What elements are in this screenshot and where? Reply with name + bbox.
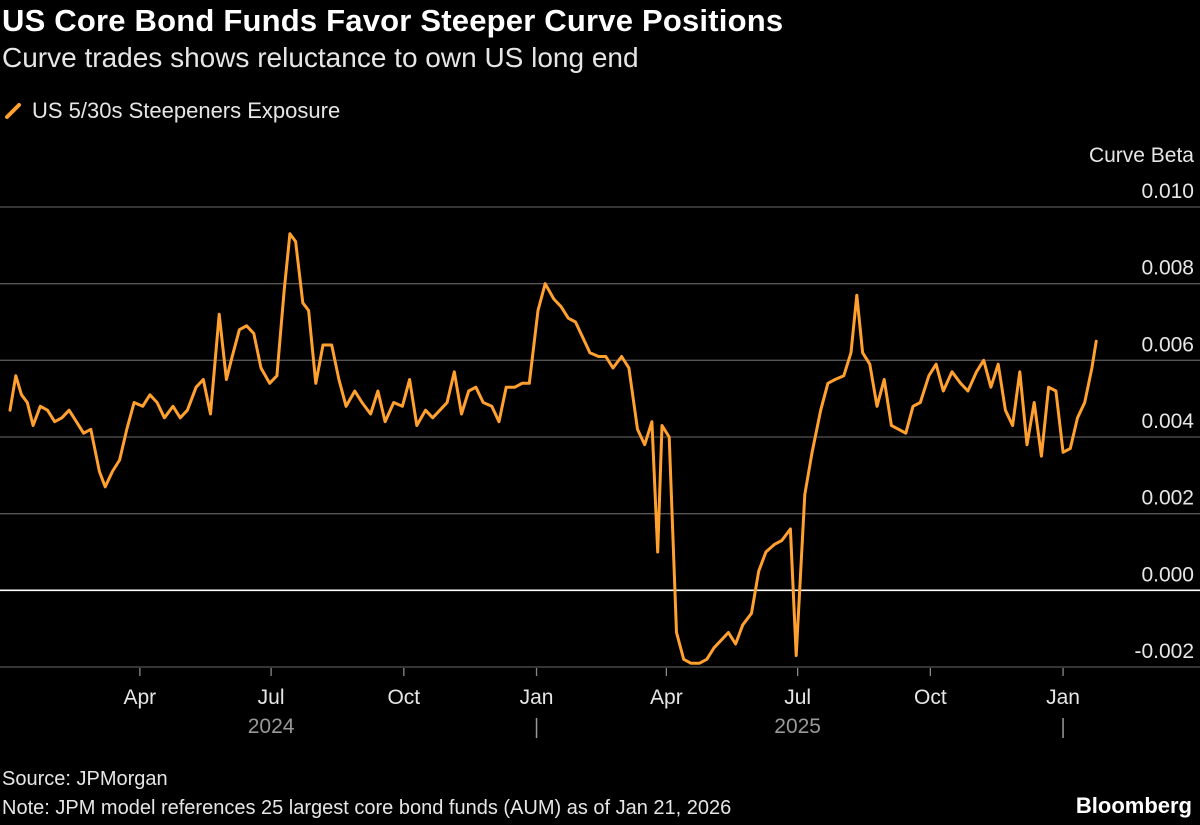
x-tick-label: Apr: [123, 686, 156, 709]
x-tick-label: Jan: [520, 686, 554, 709]
y-tick-label: 0.000: [1141, 563, 1194, 586]
x-year-label: 2024: [248, 715, 295, 738]
legend-swatch-icon: [5, 103, 21, 119]
y-tick-label: 0.008: [1141, 257, 1194, 280]
x-tick-label: Jul: [784, 686, 811, 709]
x-year-label: 2025: [774, 715, 821, 738]
x-tick-label: Oct: [387, 686, 420, 709]
y-tick-label: 0.004: [1141, 410, 1194, 433]
series-line: [8, 232, 1098, 665]
y-tick-label: 0.006: [1141, 333, 1194, 356]
brand-logo: Bloomberg: [1075, 793, 1192, 818]
y-tick-label: 0.002: [1141, 487, 1194, 510]
x-tick-label: Jul: [258, 686, 285, 709]
chart-title: US Core Bond Funds Favor Steeper Curve P…: [2, 3, 784, 38]
x-tick-label: Apr: [650, 686, 683, 709]
y-tick-label: -0.002: [1134, 640, 1194, 663]
x-tick-label: Oct: [914, 686, 947, 709]
source-note: Source: JPMorgan: [2, 768, 168, 790]
legend: US 5/30s Steepeners Exposure: [4, 98, 340, 124]
footnote: Note: JPM model references 25 largest co…: [2, 797, 732, 819]
y-axis-title: Curve Beta: [1088, 144, 1194, 167]
x-tick-label: Jan: [1046, 686, 1080, 709]
chart-subtitle: Curve trades shows reluctance to own US …: [2, 42, 639, 73]
legend-label: US 5/30s Steepeners Exposure: [32, 98, 341, 123]
y-tick-label: 0.010: [1141, 180, 1194, 203]
